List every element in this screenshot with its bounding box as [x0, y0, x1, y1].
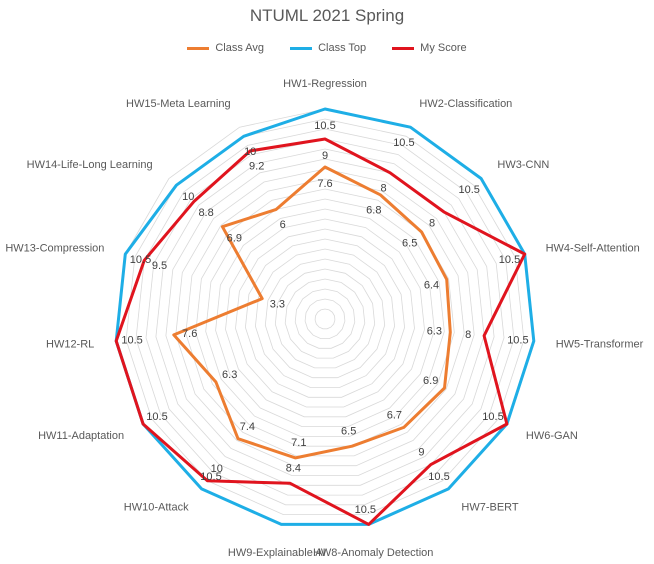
- category-label-hw12-rl: HW12-RL: [46, 338, 94, 350]
- data-label-class-avg-11: 6.3: [222, 369, 237, 381]
- data-label-my-score-7: 9: [418, 447, 424, 459]
- data-label-class-top-4: 10.5: [499, 254, 520, 266]
- category-label-hw2-classification: HW2-Classification: [419, 98, 512, 110]
- grid-ring: [176, 169, 474, 466]
- data-label-class-top-6: 10.5: [482, 411, 503, 423]
- category-label-hw5-transformer: HW5-Transformer: [556, 338, 644, 350]
- data-label-class-top-1: 10.5: [314, 120, 335, 132]
- data-label-class-avg-15: 6: [280, 219, 286, 231]
- data-label-class-avg-1: 7.6: [317, 178, 332, 190]
- data-label-class-top-8: 10.5: [355, 504, 376, 516]
- data-label-class-avg-8: 6.5: [341, 426, 356, 438]
- data-label-class-avg-7: 6.7: [387, 410, 402, 422]
- data-label-my-score-10: 10: [211, 463, 223, 475]
- grid-ring: [305, 299, 345, 339]
- data-label-class-top-15: 10: [244, 146, 256, 158]
- grid-ring: [285, 279, 365, 358]
- data-label-my-score-5: 8: [465, 329, 471, 341]
- category-label-hw8-anomaly-detection: HW8-Anomaly Detection: [313, 547, 433, 559]
- data-label-class-top-5: 10.5: [507, 334, 528, 346]
- category-label-hw11-adaptation: HW11-Adaptation: [38, 430, 124, 442]
- grid-ring: [275, 269, 374, 368]
- data-label-class-avg-14: 6.9: [227, 232, 242, 244]
- grid-ring: [265, 259, 384, 378]
- data-label-class-top-2: 10.5: [393, 137, 414, 149]
- grid-ring: [315, 309, 335, 329]
- grid-ring: [245, 239, 404, 397]
- data-label-class-top-13: 10.5: [130, 254, 151, 266]
- data-label-class-avg-12: 7.6: [182, 328, 197, 340]
- data-label-my-score-9: 8.4: [286, 463, 301, 475]
- data-label-class-top-3: 10.5: [458, 184, 479, 196]
- data-label-class-avg-4: 6.4: [424, 279, 439, 291]
- data-label-my-score-15: 9.2: [249, 161, 264, 173]
- grid-ring: [295, 289, 355, 348]
- category-label-hw6-gan: HW6-GAN: [526, 430, 578, 442]
- category-label-hw3-cnn: HW3-CNN: [497, 159, 549, 171]
- category-label-hw10-attack: HW10-Attack: [124, 502, 189, 514]
- data-label-my-score-13: 9.5: [152, 260, 167, 272]
- data-label-class-avg-5: 6.3: [427, 326, 442, 338]
- data-label-my-score-3: 8: [429, 218, 435, 230]
- data-label-class-avg-6: 6.9: [423, 375, 438, 387]
- data-label-class-avg-2: 6.8: [366, 204, 381, 216]
- data-label-class-top-7: 10.5: [428, 471, 449, 483]
- data-label-my-score-1: 9: [322, 150, 328, 162]
- category-label-hw13-compression: HW13-Compression: [5, 242, 104, 254]
- category-label-hw9-explainable-ai: HW9-Explainable AI: [228, 547, 326, 559]
- category-label-hw14-life-long-learning: HW14-Life-Long Learning: [27, 159, 153, 171]
- data-label-class-avg-9: 7.1: [291, 437, 306, 449]
- category-label-hw1-regression: HW1-Regression: [283, 78, 367, 90]
- data-label-class-top-11: 10.5: [146, 411, 167, 423]
- series-line-my-score: [116, 139, 525, 524]
- data-label-class-avg-3: 6.5: [402, 238, 417, 250]
- data-label-class-top-14: 10: [182, 191, 194, 203]
- data-label-my-score-2: 8: [381, 182, 387, 194]
- data-label-class-top-12: 10.5: [121, 334, 142, 346]
- category-label-hw7-bert: HW7-BERT: [461, 502, 519, 514]
- data-label-my-score-14: 8.8: [198, 207, 213, 219]
- category-label-hw4-self-attention: HW4-Self-Attention: [546, 242, 640, 254]
- data-label-class-avg-13: 3.3: [270, 299, 285, 311]
- data-label-class-avg-10: 7.4: [240, 421, 255, 433]
- category-label-hw15-meta-learning: HW15-Meta Learning: [126, 98, 231, 110]
- grid-ring: [156, 149, 494, 485]
- grid-ring: [236, 229, 415, 407]
